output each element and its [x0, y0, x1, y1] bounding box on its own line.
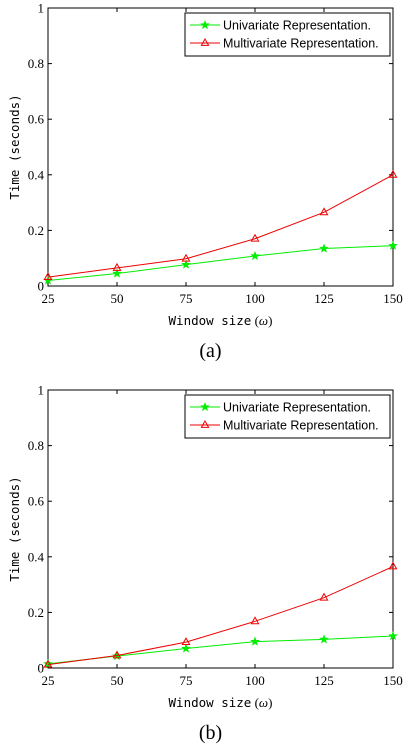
data-point-triangle: [43, 272, 53, 281]
data-point-star: [319, 634, 329, 644]
data-point-triangle: [388, 169, 398, 178]
data-point-star: [112, 268, 122, 278]
series-multivariate: [43, 169, 398, 281]
y-tick-label: 1: [38, 383, 45, 398]
data-point-star: [319, 243, 329, 253]
data-point-star: [43, 658, 53, 668]
x-tick-label: 75: [180, 291, 193, 306]
legend-label: Multivariate Representation.: [223, 419, 379, 433]
series-univariate: [43, 630, 398, 668]
data-point-star: [181, 259, 191, 269]
y-tick-label: 0.2: [28, 605, 44, 620]
plot-frame: [47, 389, 394, 669]
figure-caption: (b): [199, 722, 222, 744]
legend: Univariate Representation. Multivariate R…: [184, 12, 391, 57]
y-axis-label: Time (seconds): [7, 94, 22, 199]
legend-marker-star: [200, 401, 210, 412]
data-point-triangle: [250, 233, 260, 242]
chart-panel-a: 25 50 75 100 125 150 0 0.2 0.4 0.6 0.8 1 Window size…: [7, 1, 403, 363]
x-tick-label: 25: [42, 673, 55, 688]
y-axis-label: Time (seconds): [7, 476, 22, 581]
chart-panel-b: 25 50 75 100 125 150 0 0.2 0.4 0.6 0.8 1 Window size…: [7, 383, 403, 745]
series-multivariate: [43, 561, 398, 668]
x-axis-label-symbol: ω: [259, 695, 268, 710]
x-tick-label: 100: [245, 291, 265, 306]
y-tick-label: 0.6: [28, 112, 45, 127]
x-tick-label: 50: [111, 673, 124, 688]
legend-box: [184, 12, 391, 57]
legend-marker-star: [200, 19, 210, 30]
y-tick-label: 1: [38, 1, 45, 16]
y-tick-label: 0.8: [28, 438, 44, 453]
x-tick-label: 150: [383, 291, 403, 306]
data-point-star: [250, 636, 260, 646]
data-point-star: [250, 250, 260, 261]
x-axis-label-close: ): [268, 313, 272, 328]
x-axis-label-open: (: [251, 313, 259, 328]
legend-label: Multivariate Representation.: [223, 37, 379, 51]
data-point-triangle: [319, 592, 329, 601]
x-tick-label: 125: [314, 673, 334, 688]
series-line: [47, 245, 394, 281]
y-tick-label: 0.4: [28, 549, 45, 564]
legend-marker-triangle: [200, 37, 210, 46]
x-axis-label-text: Window size: [169, 313, 252, 328]
y-tick-label: 0: [38, 661, 45, 676]
x-tick-label: 75: [180, 673, 193, 688]
x-tick-label: 50: [111, 291, 124, 306]
series-univariate: [43, 240, 398, 285]
y-tick-label: 0.8: [28, 56, 44, 71]
legend-box: [184, 394, 391, 439]
legend-label: Univariate Representation.: [223, 401, 371, 415]
x-axis-label-close: ): [268, 695, 272, 710]
figure-caption: (a): [199, 340, 221, 362]
data-point-triangle: [319, 207, 329, 216]
x-tick-label: 125: [314, 291, 334, 306]
x-tick-label: 150: [383, 673, 403, 688]
data-point-triangle: [112, 262, 122, 271]
legend-marker-triangle: [200, 419, 210, 428]
y-tick-label: 0.6: [28, 494, 45, 509]
data-point-triangle: [181, 637, 191, 646]
x-axis-label-symbol: ω: [259, 313, 268, 328]
data-point-star: [388, 240, 398, 250]
series-line: [47, 635, 394, 665]
y-tick-label: 0.4: [28, 167, 45, 182]
legend: Univariate Representation. Multivariate R…: [184, 394, 391, 439]
data-point-triangle: [43, 659, 53, 668]
y-tick-label: 0: [38, 279, 45, 294]
x-tick-label: 100: [245, 673, 265, 688]
data-point-triangle: [388, 561, 398, 570]
legend-label: Univariate Representation.: [223, 19, 371, 33]
series-line: [47, 566, 394, 666]
data-point-triangle: [250, 616, 260, 625]
y-tick-label: 0.2: [28, 223, 44, 238]
data-point-star: [181, 643, 191, 653]
x-axis-label: Window size (ω): [169, 313, 273, 328]
plot-frame: [47, 7, 394, 287]
data-point-star: [388, 630, 398, 641]
data-point-triangle: [112, 650, 122, 659]
data-point-triangle: [181, 253, 191, 262]
x-axis-label: Window size (ω): [169, 695, 273, 710]
x-tick-label: 25: [42, 291, 55, 306]
x-axis-label-text: Window size: [169, 695, 252, 710]
series-line: [47, 174, 394, 278]
x-axis-label-open: (: [251, 695, 259, 710]
